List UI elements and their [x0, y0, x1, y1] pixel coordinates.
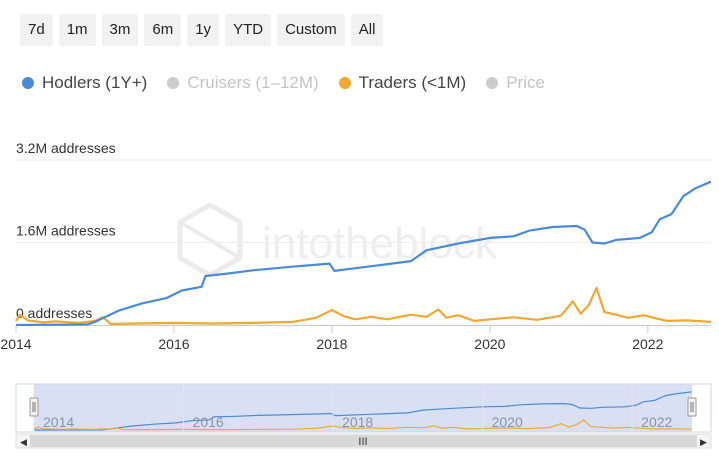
legend-item-2[interactable]: Traders (<1M) — [338, 73, 467, 93]
legend-marker — [486, 77, 499, 89]
y-tick-label: 0 addresses — [16, 305, 92, 321]
x-tick-label: 2018 — [316, 336, 347, 352]
legend-label: Hodlers (1Y+) — [42, 73, 148, 92]
y-tick-label: 1.6M addresses — [16, 223, 116, 239]
legend-label: Cruisers (1–12M) — [187, 73, 319, 92]
series-line-traders — [15, 286, 712, 326]
y-tick-label: 3.2M addresses — [16, 140, 116, 156]
range-button-all[interactable]: All — [350, 14, 384, 46]
scroll-right-button[interactable]: ▶ — [700, 437, 707, 447]
scrollbar-grip: III — [358, 436, 367, 448]
watermark: intotheblock — [177, 202, 498, 278]
navigator-tick-label: 2022 — [641, 414, 672, 430]
x-tick-label: 2014 — [0, 336, 31, 352]
watermark-logo-stroke — [178, 220, 242, 260]
x-tick-label: 2020 — [474, 336, 505, 352]
navigator-tick-label: 2020 — [492, 414, 523, 430]
legend-label: Price — [506, 73, 545, 92]
navigator-handle-right[interactable] — [687, 397, 697, 417]
legend-item-0[interactable]: Hodlers (1Y+) — [22, 73, 147, 93]
legend-item-1[interactable]: Cruisers (1–12M) — [167, 73, 319, 93]
range-button-7d[interactable]: 7d — [20, 14, 53, 46]
navigator-series — [33, 419, 693, 431]
range-button-ytd[interactable]: YTD — [225, 14, 272, 46]
range-button-3m[interactable]: 3m — [101, 14, 139, 46]
legend-marker — [338, 77, 351, 89]
range-button-custom[interactable]: Custom — [277, 14, 345, 46]
scroll-left-button[interactable]: ◀ — [20, 437, 27, 447]
legend-marker — [22, 77, 34, 89]
navigator-tick-label: 2018 — [342, 414, 373, 430]
series-line-hodlers — [15, 180, 712, 327]
navigator-tick-label: 2014 — [43, 414, 74, 430]
range-button-6m[interactable]: 6m — [144, 14, 182, 46]
legend: Hodlers (1Y+) Cruisers (1–12M) Traders (<1… — [22, 71, 545, 95]
range-button-1m[interactable]: 1m — [58, 14, 96, 46]
legend-marker — [167, 77, 180, 89]
scrollbar-thumb[interactable] — [30, 435, 697, 447]
x-tick-label: 2022 — [632, 336, 663, 352]
legend-item-3[interactable]: Price — [486, 73, 545, 93]
legend-label: Traders (<1M) — [358, 73, 467, 92]
range-selector: 7d 1m 3m 6m 1y YTD Custom All — [20, 14, 384, 46]
x-tick-label: 2016 — [158, 336, 189, 352]
navigator-tick-label: 2016 — [193, 414, 224, 430]
navigator-handle-left[interactable] — [29, 397, 39, 417]
range-button-1y[interactable]: 1y — [187, 14, 220, 46]
